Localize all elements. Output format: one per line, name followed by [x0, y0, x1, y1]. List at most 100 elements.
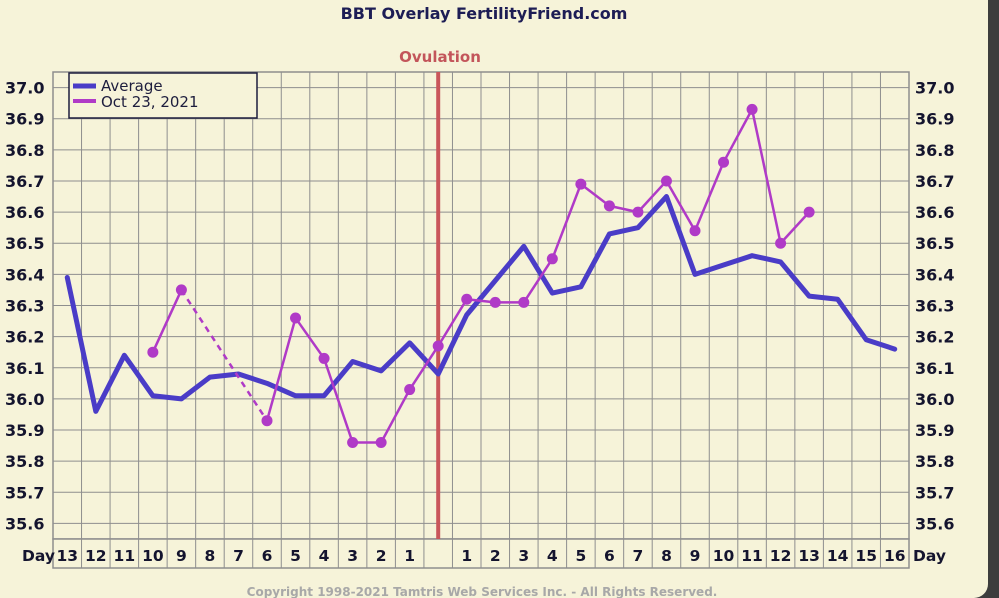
x-tick-label: 6 [262, 547, 273, 565]
data-point-oct-23-2021 [489, 296, 501, 308]
x-tick-label: 11 [741, 547, 763, 565]
y-tick-label-left: 36.7 [5, 172, 44, 191]
x-tick-label: 5 [575, 547, 586, 565]
y-tick-label-right: 35.6 [915, 514, 954, 533]
y-tick-label-right: 36.3 [915, 297, 954, 316]
x-axis-label-right: Day [913, 547, 946, 565]
data-point-oct-23-2021 [175, 284, 187, 296]
y-tick-label-left: 35.8 [5, 452, 44, 471]
series-line-average [64, 194, 898, 414]
x-tick-label: 13 [798, 547, 820, 565]
copyright-text: Copyright 1998-2021 Tamtris Web Services… [247, 585, 718, 598]
x-tick-label: 8 [205, 547, 216, 565]
data-point-oct-23-2021 [660, 175, 672, 187]
y-tick-label-right: 35.8 [915, 452, 954, 471]
x-tick-label: 14 [827, 547, 849, 565]
y-tick-label-right: 36.7 [915, 172, 954, 191]
x-axis-label-left: Day [22, 547, 55, 565]
x-tick-label: 1 [404, 547, 415, 565]
x-tick-label: 13 [56, 547, 78, 565]
series-segment-oct-23-2021 [750, 109, 782, 244]
x-tick-label: 8 [661, 547, 672, 565]
y-tick-label-left: 36.2 [5, 328, 44, 347]
series-segment-oct-23-2021 [551, 183, 583, 260]
y-tick-label-right: 36.4 [915, 265, 954, 284]
y-tick-label-right: 36.6 [915, 203, 954, 222]
data-point-oct-23-2021 [375, 436, 387, 448]
x-tick-label: 16 [884, 547, 906, 565]
x-tick-label: 6 [604, 547, 615, 565]
series-gap-dashed-oct-23-2021 [180, 289, 269, 422]
series-segment-oct-23-2021 [322, 358, 354, 443]
legend-label-average: Average [101, 77, 163, 95]
data-point-oct-23-2021 [689, 225, 701, 237]
data-point-oct-23-2021 [746, 103, 758, 115]
y-tick-label-right: 37.0 [915, 79, 954, 98]
y-tick-label-left: 35.7 [5, 483, 44, 502]
x-tick-label: 12 [85, 547, 107, 565]
legend-label-oct-23-2021: Oct 23, 2021 [101, 93, 199, 111]
x-tick-label: 3 [347, 547, 358, 565]
data-point-oct-23-2021 [432, 340, 444, 352]
y-tick-label-left: 36.9 [5, 110, 44, 129]
series-segment-oct-23-2021 [380, 388, 411, 444]
x-tick-label: 10 [142, 547, 164, 565]
x-tick-label: 4 [319, 547, 330, 565]
y-tick-label-right: 36.1 [915, 359, 954, 378]
data-point-oct-23-2021 [290, 312, 302, 324]
series-segment-oct-23-2021 [408, 345, 440, 391]
y-tick-label-right: 35.7 [915, 483, 954, 502]
y-tick-label-left: 37.0 [5, 79, 44, 98]
data-point-oct-23-2021 [147, 346, 159, 358]
x-tick-label: 12 [770, 547, 792, 565]
y-tick-label-left: 35.6 [5, 514, 44, 533]
x-tick-label: 5 [290, 547, 301, 565]
x-tick-label: 7 [633, 547, 644, 565]
x-tick-label: 4 [547, 547, 558, 565]
data-point-oct-23-2021 [318, 352, 330, 364]
data-point-oct-23-2021 [261, 415, 273, 427]
data-point-oct-23-2021 [575, 178, 587, 190]
data-point-oct-23-2021 [546, 253, 558, 265]
data-point-oct-23-2021 [404, 384, 416, 396]
x-tick-label: 3 [518, 547, 529, 565]
data-point-oct-23-2021 [632, 206, 644, 218]
series-segment-oct-23-2021 [637, 180, 668, 213]
y-tick-label-left: 36.3 [5, 297, 44, 316]
series-segment-oct-23-2021 [522, 258, 554, 304]
data-point-oct-23-2021 [775, 237, 787, 249]
data-point-oct-23-2021 [603, 200, 615, 212]
x-tick-label: 9 [176, 547, 187, 565]
x-tick-label: 7 [233, 547, 244, 565]
series-segment-oct-23-2021 [722, 108, 754, 163]
x-tick-label: 9 [690, 547, 701, 565]
x-tick-label: 1 [461, 547, 472, 565]
chart-title: BBT Overlay FertilityFriend.com [341, 4, 628, 23]
series-segment-oct-23-2021 [665, 180, 697, 232]
data-point-oct-23-2021 [803, 206, 815, 218]
data-point-oct-23-2021 [518, 296, 530, 308]
y-tick-label-left: 36.1 [5, 359, 44, 378]
y-tick-label-right: 36.8 [915, 141, 954, 160]
series-segment-oct-23-2021 [437, 298, 468, 347]
x-tick-label: 2 [376, 547, 387, 565]
series-segment-oct-23-2021 [779, 211, 811, 245]
x-tick-label: 15 [855, 547, 877, 565]
y-tick-label-left: 35.9 [5, 421, 44, 440]
y-tick-label-left: 36.4 [5, 265, 44, 284]
data-point-oct-23-2021 [347, 436, 359, 448]
y-tick-label-right: 36.0 [915, 390, 954, 409]
series-segment-oct-23-2021 [580, 183, 611, 207]
data-point-oct-23-2021 [461, 293, 473, 305]
y-tick-label-right: 36.9 [915, 110, 954, 129]
y-tick-label-right: 36.5 [915, 234, 954, 253]
y-tick-label-left: 36.6 [5, 203, 44, 222]
y-tick-label-left: 36.8 [5, 141, 44, 160]
y-tick-label-right: 36.2 [915, 328, 954, 347]
x-tick-label: 2 [490, 547, 501, 565]
legend-box [68, 72, 258, 119]
y-tick-label-left: 36.0 [5, 390, 44, 409]
data-point-oct-23-2021 [718, 156, 730, 168]
